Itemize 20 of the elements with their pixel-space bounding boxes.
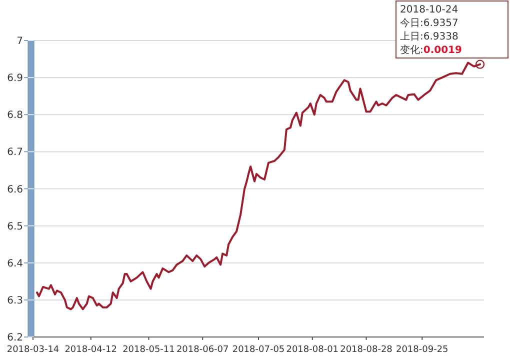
y-tick-label: 6.2 [7, 332, 23, 344]
annotation: 变化:0.0019 [400, 44, 462, 56]
x-tick-label: 2018-08-28 [340, 345, 393, 355]
tooltip: 2018-10-24 今日:6.9357 上日:6.9338 变化:0.0019 [396, 0, 508, 58]
y-tick-label: 6.9 [7, 73, 23, 84]
y-tick-label: 6.5 [7, 221, 23, 232]
annotation: 上日:6.9338 [400, 30, 458, 42]
x-tick-label: 2018-04-12 [64, 345, 118, 355]
x-tick-label: 2018-06-07 [176, 345, 229, 355]
y-tick-label: 6.6 [7, 184, 23, 196]
x-tick-label: 2018-09-25 [396, 345, 448, 355]
y-tick-label: 6.7 [7, 147, 23, 158]
y-tick-label: 6.4 [7, 258, 23, 270]
y-tick-label: 7 [16, 36, 23, 47]
x-tick-label: 2018-03-14 [6, 345, 60, 355]
x-tick-label: 2018-05-11 [122, 345, 175, 355]
x-tick-label: 2018-08-01 [286, 345, 339, 355]
y-tick-label: 6.8 [7, 110, 23, 122]
x-tick-label: 2018-07-05 [232, 345, 285, 355]
y-tick-label: 6.3 [7, 295, 23, 306]
